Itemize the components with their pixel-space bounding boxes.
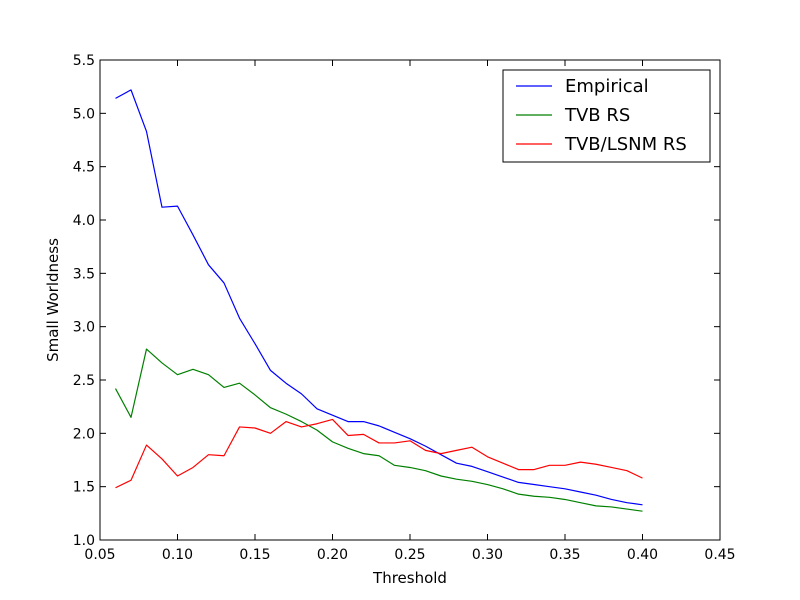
x-tick-label: 0.45 — [704, 547, 735, 563]
legend: Empirical TVB RS TVB/LSNM RS — [502, 69, 711, 163]
x-tick-label: 0.30 — [472, 547, 503, 563]
y-tick-label: 3.0 — [73, 320, 95, 336]
series-line-2 — [114, 348, 643, 512]
tick-labels: 0.05 0.10 0.15 0.20 0.25 0.30 0.35 0.40 0.45 1.0 1… — [73, 53, 736, 563]
x-tick-label: 0.25 — [394, 547, 425, 563]
legend-box — [502, 69, 711, 163]
x-tick-label: 0.15 — [239, 547, 270, 563]
x-tick-label: 0.05 — [84, 547, 115, 563]
y-tick-label: 2.0 — [73, 426, 95, 442]
y-tick-label: 2.5 — [73, 373, 95, 389]
series-line-3 — [115, 418, 643, 489]
y-tick-label: 5.0 — [73, 106, 95, 122]
y-tick-label: 1.5 — [73, 480, 95, 496]
x-tick-label: 0.10 — [162, 547, 193, 563]
x-axis-title: Threshold — [372, 569, 447, 587]
y-tick-label: 3.5 — [73, 266, 95, 282]
y-tick-label: 4.5 — [73, 160, 95, 176]
y-tick-label: 5.5 — [73, 53, 95, 69]
y-tick-label: 4.0 — [73, 213, 95, 229]
plot-lines — [114, 89, 643, 512]
y-axis-title: Small Worldness — [44, 238, 62, 362]
ticks — [99, 59, 721, 541]
x-tick-label: 0.35 — [549, 547, 580, 563]
legend-label-1: Empirical — [565, 76, 649, 97]
y-tick-label: 1.0 — [73, 533, 95, 549]
legend-label-3: TVB/LSNM RS — [564, 134, 687, 155]
x-tick-label: 0.20 — [317, 547, 348, 563]
series-line-1 — [115, 89, 643, 506]
legend-label-2: TVB RS — [564, 105, 630, 126]
x-tick-label: 0.40 — [627, 547, 658, 563]
